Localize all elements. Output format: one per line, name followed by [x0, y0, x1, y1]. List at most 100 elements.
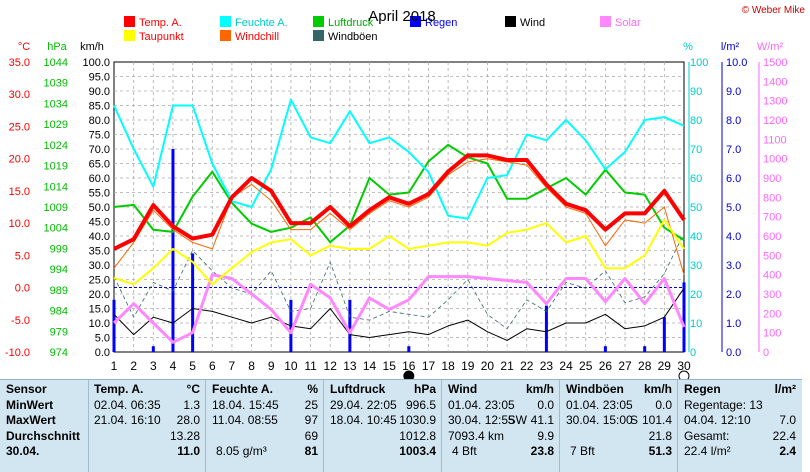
pressure-axis-tick: 1039: [44, 78, 68, 90]
pressure-header: Luftdruck: [330, 382, 386, 396]
row-label-today: 30.04.: [6, 444, 40, 458]
pressure-axis-tick: 989: [50, 285, 68, 297]
solar-axis-tick: 1200: [763, 115, 787, 127]
rain-bar: [112, 299, 116, 352]
solar-axis-tick: 500: [763, 250, 781, 262]
legend-label: Feuchte A.: [235, 17, 288, 29]
solar-axis-tick: 600: [763, 231, 781, 243]
wind-axis-tick: 85.0: [89, 101, 110, 113]
legend-swatch: [505, 16, 516, 27]
x-tick-label: 14: [363, 359, 377, 373]
humidity-axis-tick: 10: [690, 318, 702, 330]
rain-header: Regen: [684, 382, 721, 396]
pressure-axis-tick: 1004: [44, 223, 68, 235]
pressure-axis-tick: 999: [50, 243, 68, 255]
table-humidity-column: Feuchte A.% 18.04. 15:45 25 11.04. 08:55 9…: [212, 382, 318, 460]
series-windböen: [113, 232, 685, 330]
x-tick-label: 22: [520, 359, 534, 373]
pressure-axis-tick: 1024: [44, 140, 68, 152]
solar-axis-tick: 1400: [763, 76, 787, 88]
table-sensor-column: Sensor MinWert MaxWert Durchschnitt 30.0…: [6, 382, 86, 460]
gust-avg: 21.8: [648, 428, 672, 443]
axis-unit-temperature: °C: [18, 41, 30, 53]
wind-axis-tick: 20.0: [89, 289, 110, 301]
wind-avg: 9.9: [537, 428, 554, 443]
rain-bar: [171, 149, 175, 352]
gust-beaufort: 7 Bft: [570, 444, 595, 458]
humidity-axis-tick: 50: [690, 202, 702, 214]
pressure-max-value: 1030.9: [399, 413, 436, 427]
pressure-today: 1003.4: [399, 444, 436, 458]
rain-bar: [407, 346, 411, 352]
rain-bar: [603, 346, 607, 352]
row-label-min: MinWert: [6, 397, 54, 412]
x-tick-label: 6: [209, 359, 216, 373]
humidity-unit: %: [307, 382, 318, 396]
solar-axis-tick: 400: [763, 270, 781, 282]
temp-axis-tick: 5.0: [15, 250, 30, 262]
weather-chart: -10.0-5.00.05.010.015.020.025.030.035.09…: [5, 5, 805, 379]
temp-max-time: 21.04. 16:10: [94, 413, 161, 427]
full-moon-icon: [678, 370, 690, 379]
pressure-axis-tick: 1019: [44, 161, 68, 173]
table-rain-column: Regen l/m² Regentage: 13 04.04. 12:10 7.0 …: [684, 382, 796, 460]
table-pressure-column: Luftdruck hPa 29.04. 22:05 996.5 18.04. 10…: [330, 382, 436, 460]
x-tick-label: 2: [130, 359, 137, 373]
x-tick-label: 23: [540, 359, 554, 373]
row-label-max: MaxWert: [6, 413, 56, 427]
rain-bar: [544, 305, 548, 352]
rain-axis-tick: 2.0: [726, 289, 741, 301]
humidity-min-value: 25: [304, 397, 318, 412]
x-tick-label: 3: [150, 359, 157, 373]
temp-axis-tick: 30.0: [9, 89, 30, 101]
x-tick-label: 9: [268, 359, 275, 373]
pressure-axis-tick: 1014: [44, 181, 68, 193]
humidity-max-time: 11.04. 08:55: [212, 413, 278, 427]
wind-axis-tick: 0.0: [95, 347, 110, 359]
wind-axis-tick: 30.0: [89, 260, 110, 272]
solar-axis-tick: 0: [763, 347, 769, 359]
wind-axis-tick: 5.0: [95, 333, 110, 345]
chart-legend: Temp. A. Feuchte A. Luftdruck Regen Wind Sola…: [124, 16, 641, 43]
axis-unit-pressure: hPa: [47, 41, 67, 53]
humidity-axis-tick: 90: [690, 86, 702, 98]
legend-label: Wind: [520, 17, 545, 29]
x-tick-label: 19: [461, 359, 475, 373]
x-tick-label: 28: [638, 359, 652, 373]
humidity-axis-tick: 80: [690, 115, 702, 127]
temp-axis-tick: -5.0: [11, 315, 30, 327]
wind-beaufort: 4 Bft: [452, 444, 477, 458]
rain-bar: [662, 317, 666, 352]
temp-avg: 13.28: [169, 428, 200, 443]
x-tick-label: 29: [658, 359, 672, 373]
axis-unit-solar: W/m²: [757, 41, 784, 53]
humidity-axis-tick: 30: [690, 260, 702, 272]
wind-max-value: 41.1: [530, 413, 554, 427]
humidity-absolute: 8.05 g/m³: [216, 444, 267, 458]
x-tick-label: 8: [248, 359, 255, 373]
series-temp-a-: [113, 153, 686, 251]
solar-axis-tick: 1100: [763, 134, 787, 146]
series-solar: [112, 273, 686, 344]
rain-total-label: Gesamt:: [684, 428, 730, 443]
rain-axis-tick: 4.0: [726, 231, 741, 243]
rain-axis-tick: 9.0: [726, 86, 741, 98]
temp-axis-tick: 15.0: [9, 186, 30, 198]
humidity-header: Feuchte A.: [212, 382, 273, 396]
table-wind-column: Wind km/h 01.04. 23:05 0.0 30.04. 12:55 SW 4…: [448, 382, 554, 460]
series-taupunkt: [113, 218, 685, 286]
wind-axis-tick: 60.0: [89, 173, 110, 185]
pressure-axis-tick: 1034: [44, 98, 68, 110]
x-tick-label: 11: [304, 359, 317, 373]
row-label-avg: Durchschnitt: [6, 428, 81, 443]
wind-max-direction: SW: [507, 413, 527, 427]
legend-swatch: [124, 16, 135, 27]
temp-axis-tick: 0.0: [15, 283, 30, 295]
rain-axis-tick: 5.0: [726, 202, 741, 214]
pressure-min-value: 996.5: [405, 397, 436, 412]
rain-max-value: 7.0: [779, 413, 796, 427]
wind-axis-tick: 55.0: [89, 188, 110, 200]
humidity-axis-tick: 70: [690, 144, 702, 156]
statistics-table: Sensor MinWert MaxWert Durchschnitt 30.0…: [0, 379, 802, 472]
wind-axis-tick: 15.0: [89, 304, 110, 316]
